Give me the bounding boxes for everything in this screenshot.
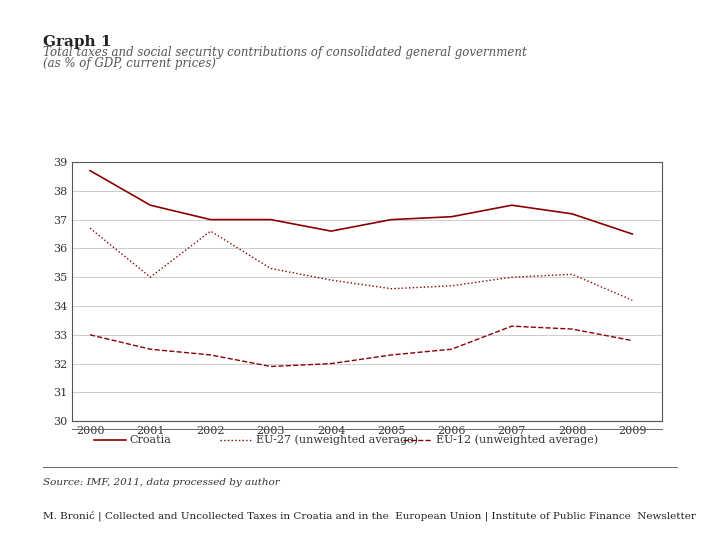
Text: Croatia: Croatia bbox=[130, 435, 171, 445]
Text: Total taxes and social security contributions of consolidated general government: Total taxes and social security contribu… bbox=[43, 46, 527, 59]
Text: Source: IMF, 2011, data processed by author: Source: IMF, 2011, data processed by aut… bbox=[43, 478, 280, 487]
Text: EU-27 (unweighted average): EU-27 (unweighted average) bbox=[256, 435, 418, 446]
Text: M. Bronić | Collected and Uncollected Taxes in Croatia and in the  European Unio: M. Bronić | Collected and Uncollected Ta… bbox=[43, 510, 696, 521]
Text: (as % of GDP, current prices): (as % of GDP, current prices) bbox=[43, 57, 216, 70]
Text: Graph 1: Graph 1 bbox=[43, 35, 112, 49]
Text: EU-12 (unweighted average): EU-12 (unweighted average) bbox=[436, 435, 598, 446]
